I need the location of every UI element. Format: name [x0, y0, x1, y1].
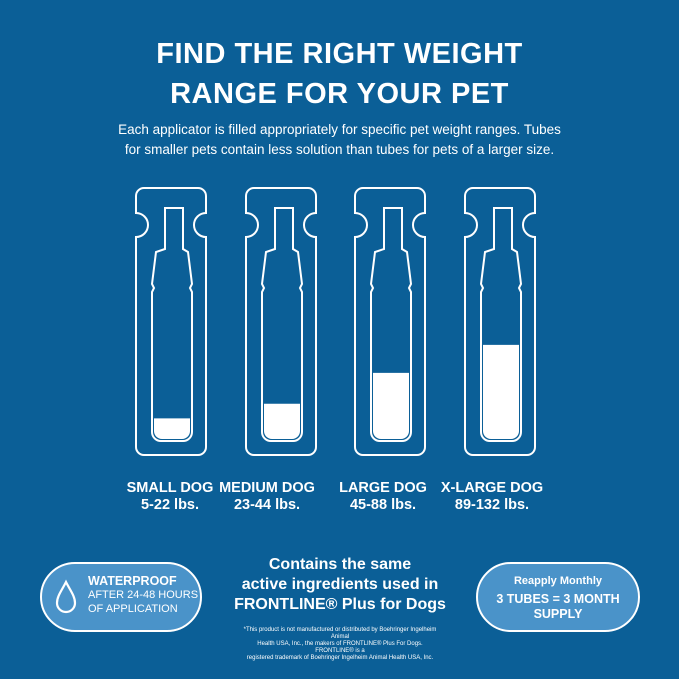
vial-outline	[150, 207, 194, 442]
reapply-badge: Reapply Monthly 3 TUBES = 3 MONTH SUPPLY	[476, 562, 640, 632]
weight-range: 89-132 lbs.	[454, 497, 530, 513]
weight-label: MEDIUM DOG 23-44 lbs.	[202, 480, 332, 514]
weight-range: 5-22 lbs.	[140, 497, 200, 513]
dog-size: MEDIUM DOG	[219, 480, 315, 496]
waterproof-badge: WATERPROOF AFTER 24-48 HOURS OF APPLICAT…	[40, 562, 202, 632]
solution-fill	[483, 344, 519, 439]
dog-size: LARGE DOG	[339, 480, 427, 496]
dog-size: X-LARGE DOG	[440, 480, 544, 496]
tube-frame	[464, 187, 536, 456]
solution-fill	[373, 372, 409, 439]
tube-2	[354, 187, 426, 456]
ingredients-note: Contains the same active ingredients use…	[234, 556, 446, 613]
vial-outline	[260, 207, 304, 442]
dog-size: SMALL DOG	[126, 480, 214, 496]
weight-label: SMALL DOG 5-22 lbs.	[105, 480, 235, 514]
weight-label: X-LARGE DOG 89-132 lbs.	[427, 480, 557, 514]
solution-fill	[264, 403, 300, 439]
tube-3	[464, 187, 536, 456]
tube-frame	[245, 187, 317, 456]
solution-fill	[154, 418, 190, 439]
tube-0	[135, 187, 207, 456]
disclaimer: *This product is not manufactured or dis…	[243, 627, 437, 661]
weight-label: LARGE DOG 45-88 lbs.	[318, 480, 448, 514]
subtitle: Each applicator is filled appropriately …	[118, 122, 561, 157]
weight-range: 45-88 lbs.	[349, 497, 417, 513]
page-title: FIND THE RIGHT WEIGHT RANGE FOR YOUR PET	[156, 38, 523, 110]
weight-range: 23-44 lbs.	[233, 497, 301, 513]
tube-frame	[135, 187, 207, 456]
tube-frame	[354, 187, 426, 456]
tube-1	[245, 187, 317, 456]
water-drop-icon	[55, 579, 77, 614]
vial-outline	[369, 207, 413, 442]
vial-outline	[479, 207, 523, 442]
